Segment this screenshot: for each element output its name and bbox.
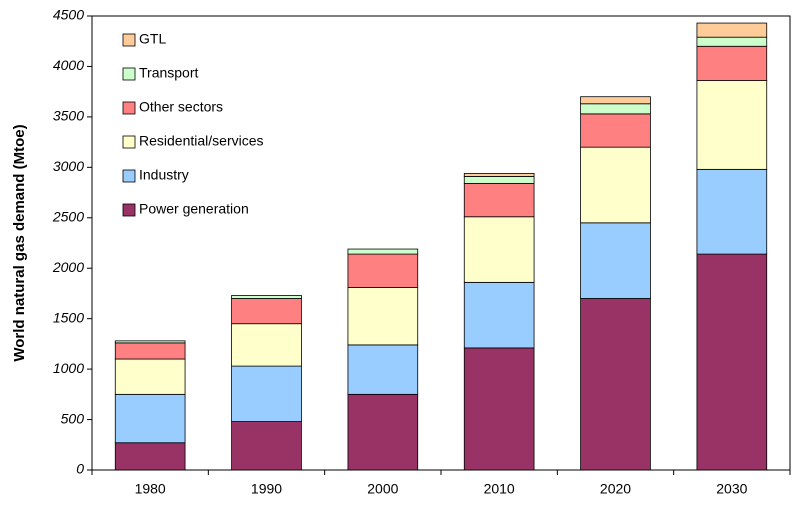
bar-segment bbox=[347, 253, 419, 288]
bar-segment bbox=[463, 347, 535, 471]
legend-label: Residential/services bbox=[139, 133, 264, 149]
bar-segment bbox=[463, 281, 535, 349]
bar-segment bbox=[114, 340, 186, 344]
bar-segment bbox=[114, 358, 186, 395]
bar-segment bbox=[231, 421, 302, 471]
y-tick-label: 500 bbox=[61, 410, 85, 426]
bar-segment bbox=[696, 36, 768, 47]
legend-label: Other sectors bbox=[139, 99, 223, 115]
legend-swatch bbox=[122, 203, 136, 217]
bar-segment bbox=[463, 172, 535, 177]
bar-segment bbox=[696, 80, 768, 170]
bar-segment bbox=[580, 113, 651, 148]
bar-segment bbox=[347, 344, 419, 395]
x-tick-label: 2010 bbox=[484, 481, 515, 497]
x-tick-label: 2020 bbox=[600, 481, 631, 497]
bar-segment bbox=[463, 183, 535, 218]
bar-segment bbox=[347, 393, 419, 471]
bar-segment bbox=[114, 442, 186, 471]
x-tick-label: 1990 bbox=[251, 481, 282, 497]
bar-segment bbox=[231, 298, 302, 325]
y-tick-label: 4500 bbox=[53, 7, 84, 23]
bar-segment bbox=[580, 222, 651, 299]
bar-segment bbox=[347, 286, 419, 346]
bar-segment bbox=[580, 146, 651, 224]
bar-segment bbox=[580, 298, 651, 471]
y-tick-label: 2500 bbox=[52, 208, 84, 224]
legend-label: Power generation bbox=[139, 201, 249, 217]
legend-swatch bbox=[122, 67, 136, 81]
legend-swatch bbox=[122, 101, 136, 115]
x-tick-label: 1980 bbox=[135, 481, 166, 497]
legend-swatch bbox=[122, 135, 136, 149]
y-tick-label: 0 bbox=[76, 461, 84, 477]
legend-label: Industry bbox=[139, 167, 189, 183]
x-tick-label: 2000 bbox=[367, 481, 398, 497]
y-tick-label: 3000 bbox=[53, 158, 84, 174]
bar-segment bbox=[231, 365, 302, 422]
bar-segment bbox=[696, 45, 768, 81]
bar-segment bbox=[463, 216, 535, 283]
y-tick-label: 1000 bbox=[53, 360, 84, 376]
bar-segment bbox=[580, 103, 651, 115]
bar-segment bbox=[114, 393, 186, 444]
bar-segment bbox=[231, 323, 302, 367]
y-tick-label: 1500 bbox=[53, 309, 84, 325]
y-tick-label: 2000 bbox=[52, 259, 84, 275]
x-tick-label: 2030 bbox=[716, 481, 747, 497]
bar-segment bbox=[696, 22, 768, 38]
bar-segment bbox=[696, 168, 768, 255]
y-tick-label: 3500 bbox=[53, 108, 84, 124]
legend-label: GTL bbox=[139, 31, 166, 47]
bar-segment bbox=[347, 248, 419, 255]
plot-frame bbox=[91, 15, 791, 471]
legend-label: Transport bbox=[139, 65, 199, 81]
y-axis-label: World natural gas demand (Mtoe) bbox=[11, 124, 28, 361]
bar-segment bbox=[463, 176, 535, 184]
bar-segment bbox=[231, 295, 302, 299]
bar-segment bbox=[580, 96, 651, 105]
legend-swatch bbox=[122, 169, 136, 183]
bar-segment bbox=[114, 342, 186, 360]
y-tick-label: 4000 bbox=[53, 57, 84, 73]
bar-segment bbox=[696, 253, 768, 471]
legend-swatch bbox=[122, 33, 136, 47]
